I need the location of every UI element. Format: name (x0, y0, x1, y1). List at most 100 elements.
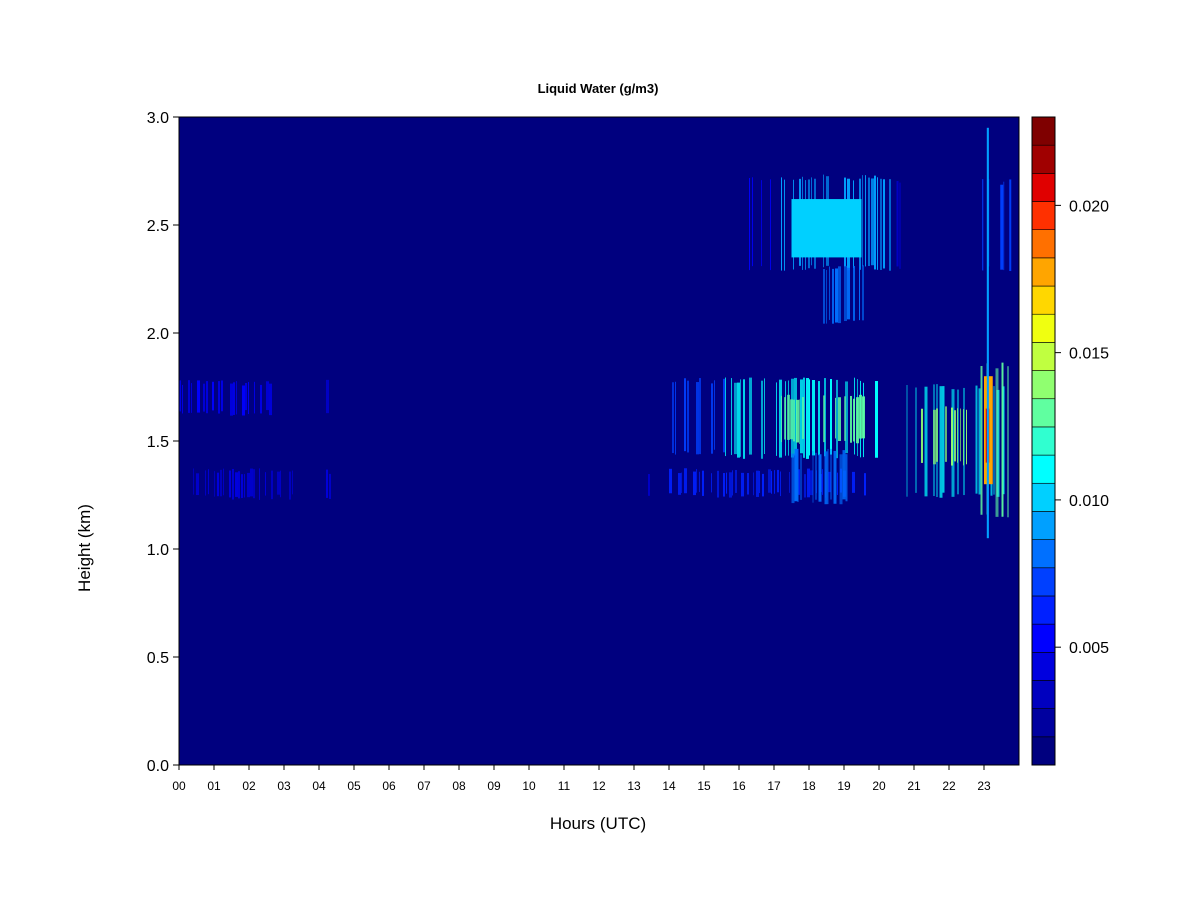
colorbar-swatch (1031, 567, 1056, 597)
feature-stripe (191, 383, 192, 413)
feature-stripe (836, 379, 838, 459)
feature-stripe (906, 385, 908, 497)
feature-stripe (839, 454, 843, 505)
feature-stripe (182, 384, 183, 414)
feature-stripe (942, 386, 945, 493)
feature-stripe (842, 450, 846, 500)
feature-stripe (800, 454, 802, 500)
feature-stripe (1007, 366, 1009, 518)
feature-stripe (735, 469, 737, 493)
feature-stripe (1003, 181, 1005, 271)
colorbar-tick-label: 0.020 (1069, 198, 1109, 215)
feature-stripe (1009, 179, 1012, 272)
colorbar-frame (1031, 116, 1056, 766)
feature-stripe (220, 469, 222, 497)
feature-stripe (761, 380, 763, 459)
feature-stripe (862, 396, 865, 439)
feature-stripe (823, 395, 825, 443)
feature-stripe (874, 175, 876, 270)
feature-stripe (945, 406, 947, 462)
x-tick-label: 09 (487, 779, 501, 793)
feature-stripe (915, 387, 917, 493)
feature-stripe (781, 395, 782, 443)
x-tick-label: 10 (522, 779, 536, 793)
feature-stripe (245, 383, 247, 411)
feature-stripe (759, 470, 760, 494)
feature-stripe (781, 177, 782, 271)
feature-stripe (265, 472, 266, 496)
y-tick-label: 1.0 (147, 542, 169, 559)
feature-stripe (980, 365, 983, 515)
feature-stripe (699, 378, 701, 455)
feature-stripe (693, 471, 696, 496)
y-axis: 0.0 0.5 1.0 1.5 2.0 2.5 3.0 (147, 110, 179, 775)
x-tick-label: 03 (277, 779, 291, 793)
feature-stripe (830, 379, 832, 455)
colorbar-swatch (1031, 454, 1056, 484)
feature-stripe (794, 448, 798, 502)
feature-stripe (852, 471, 855, 493)
feature-stripe (247, 472, 250, 498)
x-tick-label: 08 (452, 779, 466, 793)
feature-stripe (871, 178, 874, 266)
feature-stripe (214, 471, 215, 497)
data-feature (326, 469, 331, 499)
feature-stripe (259, 468, 260, 500)
feature-stripe (743, 379, 745, 459)
feature-stripe (862, 175, 863, 267)
feature-stripe (229, 470, 231, 498)
feature-stripe (684, 378, 686, 452)
feature-stripe (741, 472, 744, 497)
feature-stripe (711, 473, 712, 493)
feature-stripe (951, 407, 953, 466)
feature-stripe (753, 472, 754, 496)
feature-stripe (844, 265, 847, 322)
colorbar-tick-label: 0.015 (1069, 346, 1109, 363)
feature-stripe (862, 265, 864, 321)
feature-stripe (678, 473, 681, 495)
feature-stripe (853, 398, 855, 442)
feature-stripe (699, 471, 700, 493)
feature-stripe (806, 378, 809, 459)
feature-stripe (933, 409, 936, 465)
feature-stripe (752, 177, 753, 267)
feature-stripe (799, 399, 800, 444)
feature-stripe (236, 381, 237, 415)
feature-stripe (827, 448, 829, 505)
feature-stripe (777, 469, 779, 493)
feature-stripe (832, 268, 834, 324)
feature-stripe (771, 471, 772, 494)
feature-stripe (812, 380, 815, 456)
feature-stripe (824, 451, 828, 505)
colorbar-tick-label: 0.010 (1069, 493, 1109, 510)
feature-stripe (847, 267, 850, 320)
colorbar-swatch (1031, 511, 1056, 540)
feature-stripe (749, 177, 750, 271)
feature-stripe (784, 179, 785, 271)
feature-stripe (924, 386, 928, 497)
colorbar-swatch (1031, 595, 1056, 625)
x-tick-label: 11 (558, 779, 571, 793)
feature-stripe (260, 384, 262, 414)
feature-stripe (714, 380, 715, 450)
y-tick-label: 3.0 (147, 110, 169, 127)
y-tick-label: 2.0 (147, 326, 169, 343)
feature-stripe (737, 382, 740, 458)
data-feature (326, 379, 329, 414)
feature-stripe (326, 379, 329, 414)
colorbar-swatch (1031, 313, 1056, 343)
feature-stripe (770, 179, 771, 271)
feature-stripe (218, 381, 220, 414)
colorbar-swatch (1031, 680, 1056, 709)
data-feature (823, 265, 864, 324)
feature-stripe (793, 399, 795, 442)
feature-stripe (889, 179, 891, 271)
feature-stripe (277, 471, 280, 495)
x-tick-label: 00 (172, 779, 186, 793)
feature-stripe (681, 472, 682, 493)
y-tick-label: 0.5 (147, 650, 169, 667)
feature-stripe (790, 399, 793, 440)
feature-stripe (734, 382, 737, 455)
data-feature (896, 181, 901, 269)
feature-stripe (809, 379, 810, 456)
